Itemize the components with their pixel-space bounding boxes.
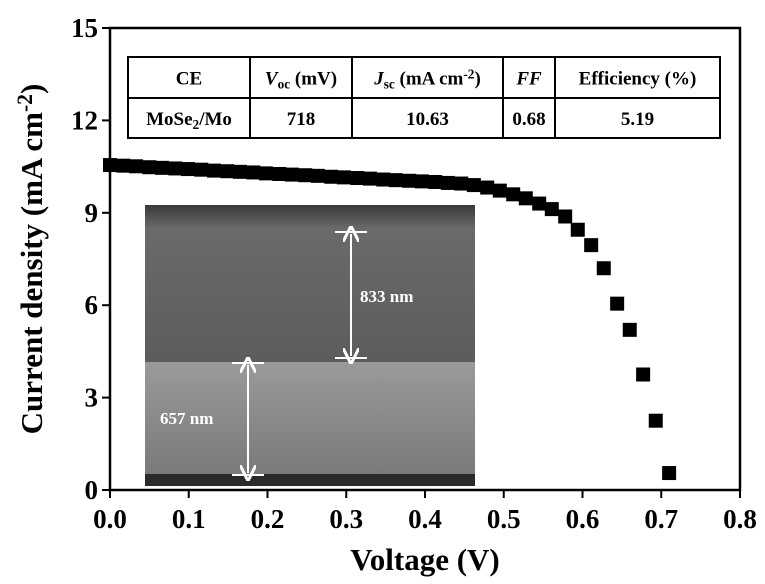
x-tick-label: 0.0 <box>93 504 127 534</box>
text-run: Current density (mA cm <box>14 112 49 434</box>
data-point <box>129 159 143 173</box>
table-cell: 0.68 <box>512 109 545 130</box>
annotation: 833 nm <box>360 287 413 306</box>
data-point <box>363 172 377 186</box>
data-point <box>103 158 117 172</box>
x-axis-label: Voltage (V) <box>350 542 500 577</box>
data-point <box>571 223 585 237</box>
data-point <box>636 368 650 382</box>
data-point <box>168 161 182 175</box>
y-tick-label: 6 <box>85 290 99 320</box>
x-tick-label: 0.1 <box>172 504 206 534</box>
y-tick-label: 0 <box>85 475 99 505</box>
data-point <box>597 261 611 275</box>
table-cell: CE <box>176 69 202 90</box>
data-point <box>298 168 312 182</box>
data-point <box>155 161 169 175</box>
table-cell: 718 <box>287 109 316 130</box>
data-point <box>337 170 351 184</box>
data-point <box>220 164 234 178</box>
text-run: -2 <box>13 94 37 112</box>
data-point <box>493 184 507 198</box>
data-point <box>116 159 130 173</box>
table-cell: Efficiency (%) <box>579 69 697 90</box>
data-point <box>415 174 429 188</box>
data-point <box>181 162 195 176</box>
data-point <box>142 160 156 174</box>
data-point <box>467 178 481 192</box>
data-point <box>532 197 546 211</box>
data-point <box>311 169 325 183</box>
table-cell: 10.63 <box>406 109 449 130</box>
data-point <box>558 209 572 223</box>
data-point <box>428 175 442 189</box>
table-cell: Voc (mV) <box>265 69 337 92</box>
data-point <box>233 165 247 179</box>
text-run: MoSe <box>146 109 192 130</box>
data-point <box>376 173 390 187</box>
data-point <box>584 238 598 252</box>
data-point <box>480 181 494 195</box>
data-point <box>350 171 364 185</box>
y-axis-label: Current density (mA cm-2) <box>13 84 49 435</box>
data-point <box>389 173 403 187</box>
y-tick-label: 15 <box>71 13 98 43</box>
data-point <box>441 176 455 190</box>
x-tick-label: 0.3 <box>329 504 363 534</box>
sem-image: 833 nm 657 nm <box>145 205 475 486</box>
data-point <box>194 163 208 177</box>
data-point <box>545 202 559 216</box>
x-tick-label: 0.7 <box>644 504 678 534</box>
text-run: oc <box>278 76 291 91</box>
text-run: sc <box>384 76 395 91</box>
table-cell: MoSe2/Mo <box>146 109 232 132</box>
data-point <box>259 166 273 180</box>
text-run: ) <box>474 69 480 90</box>
y-tick-label: 9 <box>85 198 99 228</box>
data-point <box>402 174 416 188</box>
table-cell: FF <box>515 69 542 90</box>
data-point <box>506 187 520 201</box>
data-point <box>610 297 624 311</box>
text-run: /Mo <box>198 109 232 130</box>
data-point <box>662 466 676 480</box>
x-tick-label: 0.6 <box>566 504 600 534</box>
y-tick-label: 12 <box>71 105 98 135</box>
data-point <box>519 191 533 205</box>
x-tick-label: 0.4 <box>408 504 442 534</box>
text-run: (mA cm <box>395 69 464 90</box>
data-point <box>649 414 663 428</box>
table-cell: 5.19 <box>621 109 654 130</box>
annotation: 657 nm <box>160 409 213 428</box>
y-tick-label: 3 <box>85 383 99 413</box>
data-point <box>207 164 221 178</box>
x-tick-label: 0.8 <box>723 504 757 534</box>
text-run: -2 <box>463 67 474 82</box>
text-run: FF <box>515 69 542 90</box>
data-point <box>246 165 260 179</box>
text-run: (mV) <box>290 69 337 90</box>
data-point <box>623 323 637 337</box>
data-point <box>324 170 338 184</box>
text-run: J <box>373 69 384 90</box>
data-point <box>285 168 299 182</box>
chart: 833 nm 657 nm Voltage (V) 0 3 6 9 12 15 0.0 0.1… <box>0 0 765 584</box>
data-point <box>272 167 286 181</box>
x-tick-label: 0.5 <box>487 504 521 534</box>
text-run: ) <box>14 84 49 94</box>
x-tick-label: 0.2 <box>251 504 285 534</box>
data-point <box>454 177 468 191</box>
